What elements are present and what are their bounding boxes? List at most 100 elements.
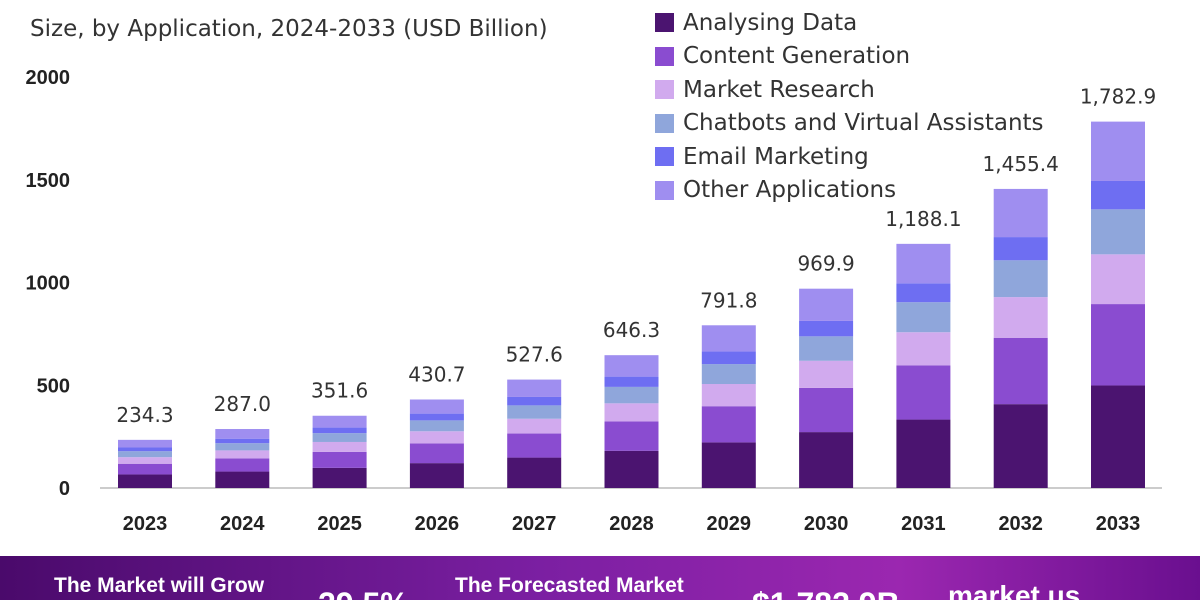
bar-segment [409,443,464,464]
bar-total-label: 791.8 [700,288,757,312]
legend-item-chatbots: Chatbots and Virtual Assistants [655,107,1044,141]
bar-segment [799,360,854,388]
legend-swatch [655,80,674,100]
bar-segment [604,421,659,451]
bar-segment [118,457,172,464]
chart-legend: Analysing Data Content Generation Market… [655,6,1044,207]
bar-segment [799,432,854,488]
x-tick-label: 2023 [123,513,168,535]
legend-item-analysing-data: Analysing Data [655,6,1044,40]
x-tick-label: 2029 [707,513,752,535]
bar-segment [312,433,367,442]
bar-total-label: 1,188.1 [885,207,961,231]
bar-segment [507,379,562,397]
legend-item-email-marketing: Email Marketing [655,140,1044,174]
bar-segment [312,427,367,434]
bar-segment [1091,180,1145,210]
bar-segment [118,451,172,458]
bar-segment [993,297,1048,338]
bar-segment [118,439,172,448]
bar-total-label: 287.0 [214,392,271,416]
banner-cagr-value: 29.5% [318,586,409,600]
bar-segment [799,336,854,361]
bar-total-label: 234.3 [116,403,173,427]
stacked-bar-chart: 0 500 1000 1500 2000 234.3 2023 287.0 2024 351.6 2… [26,67,1162,535]
legend-item-content-generation: Content Generation [655,40,1044,74]
banner-grow-label: The Market will Grow [54,574,265,597]
legend-swatch [655,180,674,200]
y-tick-label: 500 [37,375,70,397]
bar-segment [896,243,951,284]
legend-swatch [655,13,674,33]
bar-segment [215,438,270,444]
bar-segment [993,188,1048,238]
bar-segment [799,288,854,321]
bar-segment [118,474,172,488]
legend-swatch [655,147,674,167]
bar-segment [215,458,270,472]
x-tick-label: 2026 [415,513,460,535]
legend-label: Chatbots and Virtual Assistants [683,110,1044,137]
y-tick-label: 2000 [26,67,71,89]
bar-segment [312,451,367,468]
legend-label: Other Applications [683,177,897,204]
bar-segment [1091,121,1145,181]
banner-size-value: $1,782.9B [752,586,900,600]
bar-segment [604,386,659,404]
legend-swatch [655,46,674,66]
bar-segment [215,443,270,451]
bar-total-label: 1,455.4 [983,152,1059,176]
bar-segment [604,355,659,377]
bar-total-label: 646.3 [603,318,660,342]
bar-segment [1091,209,1145,255]
legend-label: Email Marketing [683,143,869,170]
bar-segment [409,420,464,432]
banner-forecast-label: The Forecasted Market [455,574,684,597]
legend-item-other-applications: Other Applications [655,174,1044,208]
legend-item-market-research: Market Research [655,73,1044,107]
legend-label: Market Research [683,76,875,103]
x-tick-label: 2028 [609,513,654,535]
x-tick-label: 2027 [512,513,557,535]
x-tick-label: 2033 [1096,513,1141,535]
legend-label: Content Generation [683,43,911,70]
bar-segment [312,415,367,428]
bar-segment [604,376,659,387]
bar-segment [993,404,1048,488]
bar-segment [1091,254,1145,305]
bar-total-label: 351.6 [311,379,368,403]
bar-segment [896,419,951,488]
bar-segment [799,387,854,433]
x-tick-label: 2031 [901,513,946,535]
bar-segment [215,471,270,488]
y-tick-label: 0 [59,478,70,500]
x-tick-label: 2030 [804,513,849,535]
bar-segment [1091,304,1145,386]
bar-total-label: 969.9 [797,252,854,276]
bar-total-label: 430.7 [408,362,465,386]
legend-label: Analysing Data [683,9,858,36]
bar-segment [701,325,756,352]
bar-segment [507,396,562,406]
bar-segment [409,399,464,414]
bar-segment [993,260,1048,298]
banner-logo: market.us [948,580,1081,600]
bar-segment [409,463,464,488]
bar-segment [409,413,464,421]
bar-segment [993,337,1048,405]
bar-segment [701,351,756,365]
bar-segment [799,320,854,337]
bar-segment [1091,385,1145,488]
bar-total-label: 527.6 [506,343,563,367]
bar-segment [604,450,659,488]
bar-segment [507,433,562,458]
bar-segment [993,237,1048,261]
x-tick-label: 2024 [220,513,265,535]
chart-subtitle: Size, by Application, 2024-2033 (USD Bil… [30,16,548,42]
bar-segment [215,450,270,459]
bar-segment [312,441,367,452]
bar-total-label: 1,782.9 [1080,85,1156,109]
bar-segment [896,332,951,366]
bar-segment [409,431,464,444]
bar-segment [701,442,756,488]
